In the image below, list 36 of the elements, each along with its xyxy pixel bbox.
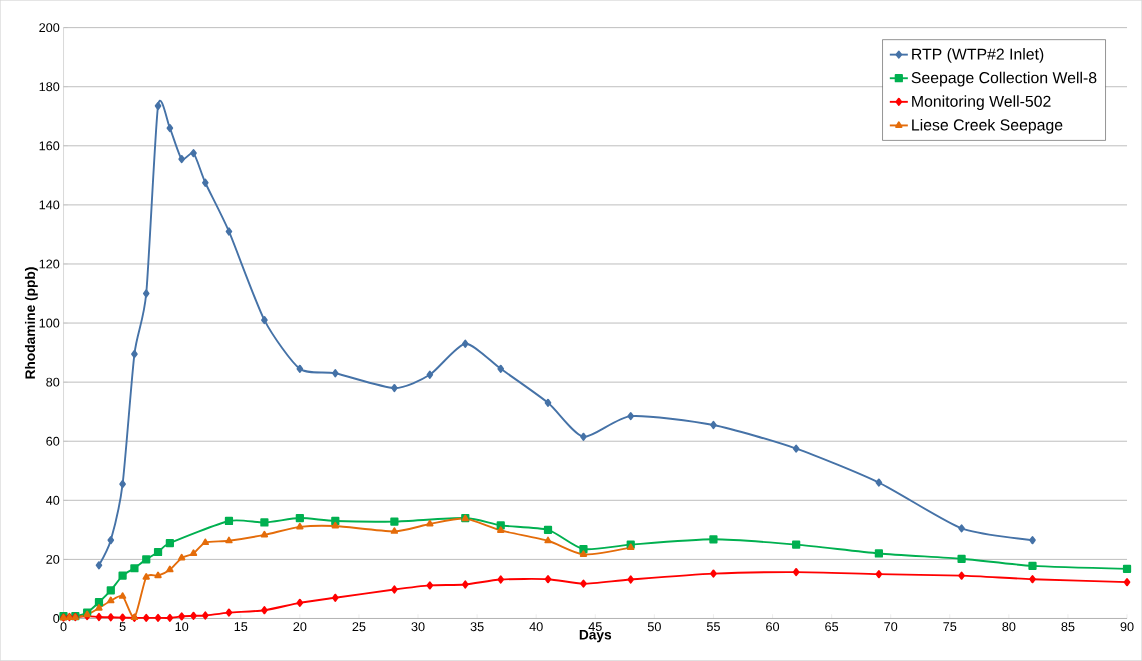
legend-label: Monitoring Well-502 [912,95,1051,111]
y-tick-label: 180 [39,82,60,92]
x-tick-label: 75 [943,622,957,632]
x-tick-label: 10 [175,622,189,632]
y-tick-label: 160 [39,141,60,151]
x-tick-label: 90 [1120,622,1134,632]
x-tick-label: 55 [706,622,720,632]
x-tick-label: 0 [60,622,67,632]
legend-label: Liese Creek Seepage [912,118,1063,134]
y-axis-title: Rhodamine (ppb) [24,267,38,379]
x-tick-label: 50 [647,622,661,632]
x-tick-label: 65 [825,622,839,632]
x-tick-label: 45 [588,622,602,632]
y-tick-label: 80 [46,377,60,387]
x-tick-label: 40 [529,622,543,632]
x-tick-label: 85 [1061,622,1075,632]
x-tick-label: 20 [293,622,307,632]
y-tick-label: 140 [39,200,60,210]
x-tick-label: 80 [1002,622,1016,632]
x-tick-label: 60 [766,622,780,632]
x-tick-label: 70 [884,622,898,632]
y-tick-label: 200 [39,23,60,33]
x-tick-label: 5 [119,622,126,632]
x-tick-label: 15 [234,622,248,632]
legend-label: Seepage Collection Well-8 [911,71,1097,87]
y-tick-label: 100 [39,318,60,328]
x-tick-label: 30 [411,622,425,632]
legend-label: RTP (WTP#2 Inlet) [912,48,1044,63]
y-tick-label: 60 [46,436,60,446]
x-axis-title: Days [579,630,612,643]
x-tick-label: 25 [352,622,366,632]
y-tick-label: 0 [53,614,60,623]
y-tick-label: 40 [46,495,60,505]
x-tick-label: 35 [470,622,484,632]
y-tick-label: 20 [46,554,60,564]
y-tick-label: 120 [39,259,60,269]
